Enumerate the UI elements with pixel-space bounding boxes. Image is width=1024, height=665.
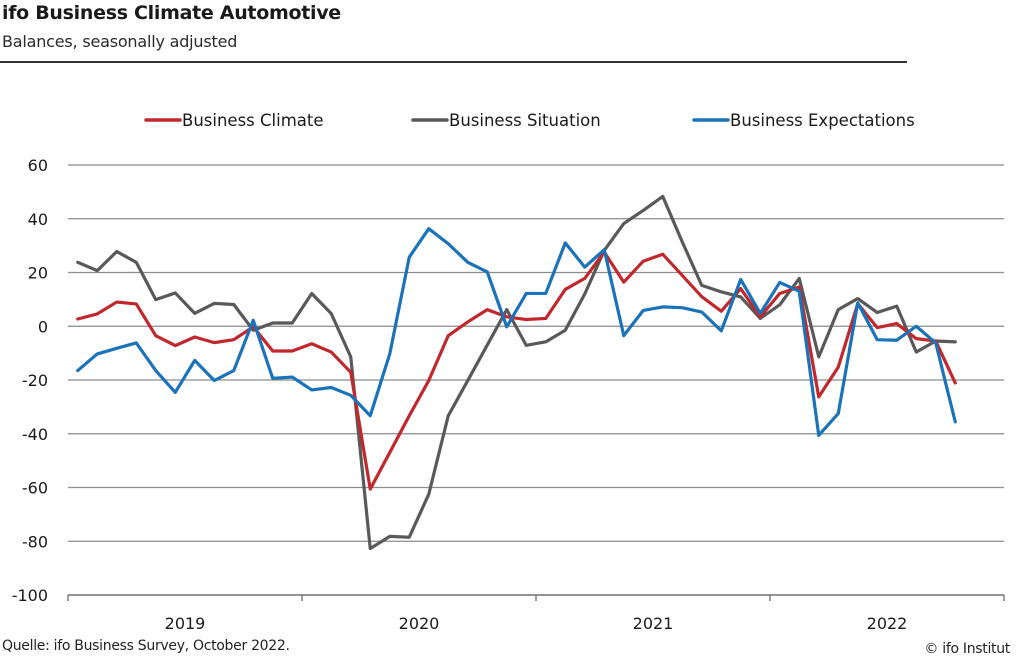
y-tick-label: 60 <box>28 156 48 175</box>
chart-subtitle: Balances, seasonally adjusted <box>2 32 238 51</box>
series-line-business-situation <box>76 194 957 551</box>
y-tick-label: 0 <box>38 317 48 336</box>
x-tick-label: 2021 <box>633 614 674 633</box>
y-tick-label: 40 <box>28 210 48 229</box>
series-line-business-climate <box>76 250 957 491</box>
series-line-business-expectations <box>76 227 957 437</box>
gridlines <box>68 164 1004 542</box>
legend-label: Business Situation <box>449 111 601 130</box>
title-divider <box>0 61 907 63</box>
series-lines <box>76 194 957 551</box>
source-note: Quelle: ifo Business Survey, October 202… <box>2 638 290 654</box>
y-tick-label: -20 <box>22 371 48 390</box>
x-axis: 2019 2020 2021 2022 <box>67 594 1005 633</box>
y-tick-label: 20 <box>28 264 48 283</box>
legend-label: Business Climate <box>182 111 324 130</box>
x-tick-label: 2019 <box>165 614 206 633</box>
copyright-note: © ifo Institut <box>924 641 1010 657</box>
x-tick-label: 2022 <box>867 614 908 633</box>
y-axis-tick-labels: 60 40 20 0 -20 -40 -60 -80 -100 <box>12 156 48 605</box>
y-tick-label: -80 <box>22 532 48 551</box>
legend: Business Climate Business Situation Busine… <box>144 111 915 130</box>
chart-title: ifo Business Climate Automotive <box>2 2 341 24</box>
legend-label: Business Expectations <box>730 111 915 130</box>
y-tick-label: -60 <box>22 479 48 498</box>
y-tick-label: -40 <box>22 425 48 444</box>
x-tick-label: 2020 <box>399 614 440 633</box>
y-tick-label: -100 <box>12 586 48 605</box>
